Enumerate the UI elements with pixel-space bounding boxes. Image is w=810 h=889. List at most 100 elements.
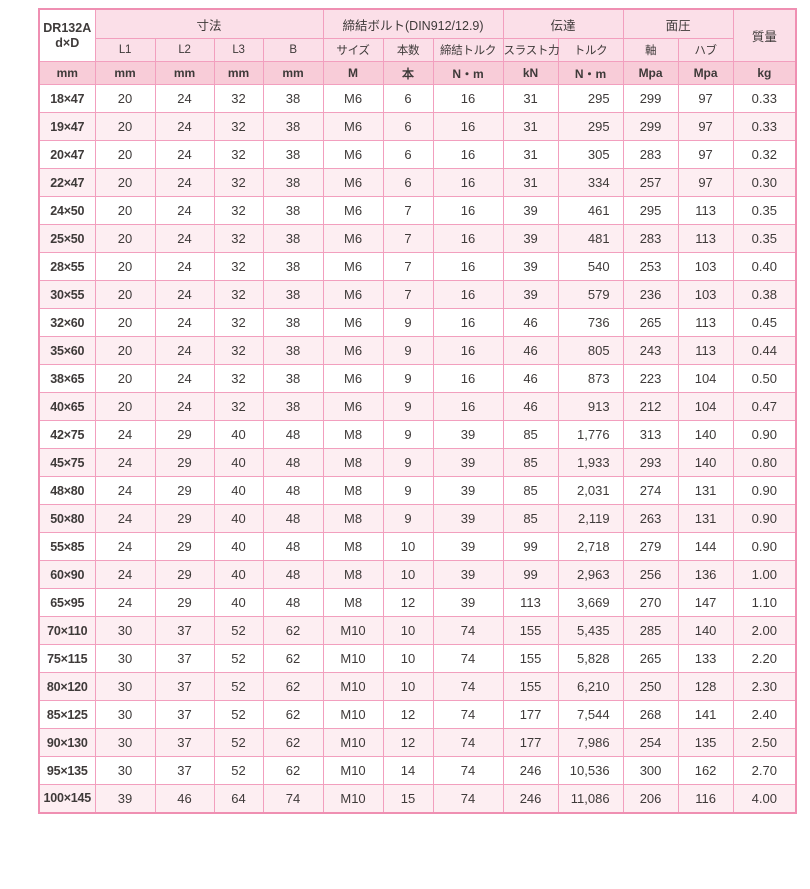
data-cell: 40 xyxy=(213,448,264,477)
row-size-cell: 55×85 xyxy=(38,532,96,561)
row-size-cell: 65×95 xyxy=(38,588,96,617)
data-cell: 37 xyxy=(154,644,215,673)
data-cell: M6 xyxy=(322,112,384,141)
data-cell: 24 xyxy=(94,532,156,561)
data-cell: 265 xyxy=(622,644,679,673)
row-size-cell: 90×130 xyxy=(38,728,96,757)
data-cell: 2,031 xyxy=(557,476,624,505)
data-cell: 133 xyxy=(677,644,734,673)
data-cell: 1.10 xyxy=(732,588,797,617)
data-cell: 38 xyxy=(262,224,324,253)
row-size-cell: 75×115 xyxy=(38,644,96,673)
data-cell: 7 xyxy=(382,252,434,281)
row-size-cell: 85×125 xyxy=(38,700,96,729)
data-cell: 0.47 xyxy=(732,392,797,421)
table-row: 30×55 20 24 32 38 M6 7 16 39 579 236 103 0.38 xyxy=(38,280,797,309)
table-row: 25×50 20 24 32 38 M6 7 16 39 481 283 113 0.35 xyxy=(38,224,797,253)
data-cell: 212 xyxy=(622,392,679,421)
data-cell: 1.00 xyxy=(732,560,797,589)
data-cell: M8 xyxy=(322,560,384,589)
data-cell: M8 xyxy=(322,420,384,449)
data-cell: 2,119 xyxy=(557,504,624,533)
units-row: mm mm mm mm mm M 本 N・m kN N・m Mpa Mpa kg xyxy=(38,61,797,85)
data-cell: 39 xyxy=(432,504,504,533)
data-cell: M6 xyxy=(322,252,384,281)
data-cell: 74 xyxy=(432,784,504,813)
data-cell: 37 xyxy=(154,700,215,729)
data-cell: 24 xyxy=(94,420,156,449)
data-cell: 24 xyxy=(94,588,156,617)
data-cell: 236 xyxy=(622,280,679,309)
row-size-cell: 20×47 xyxy=(38,140,96,169)
data-cell: 2.40 xyxy=(732,700,797,729)
row-size-cell: 28×55 xyxy=(38,252,96,281)
data-cell: 62 xyxy=(262,616,324,645)
data-cell: 30 xyxy=(94,616,156,645)
data-cell: 62 xyxy=(262,644,324,673)
data-cell: 300 xyxy=(622,756,679,785)
data-cell: 32 xyxy=(213,280,264,309)
table-body: 18×47 20 24 32 38 M6 6 16 31 295 299 97 0.33 19×47 20 2… xyxy=(38,84,797,813)
row-size-cell: 70×110 xyxy=(38,616,96,645)
data-cell: 0.90 xyxy=(732,532,797,561)
header-group-row: DR132A d×D 寸法 締結ボルト(DIN912/12.9) 伝達 面圧 質… xyxy=(38,8,797,62)
column-header: L1 xyxy=(94,38,156,62)
data-cell: 38 xyxy=(262,140,324,169)
row-size-cell: 25×50 xyxy=(38,224,96,253)
data-cell: 20 xyxy=(94,364,156,393)
unit-cell: mm xyxy=(213,61,264,85)
data-cell: 48 xyxy=(262,560,324,589)
data-cell: M10 xyxy=(322,784,384,813)
data-cell: M10 xyxy=(322,644,384,673)
table-row: 22×47 20 24 32 38 M6 6 16 31 334 257 97 0.30 xyxy=(38,168,797,197)
data-cell: 38 xyxy=(262,392,324,421)
data-cell: 103 xyxy=(677,252,734,281)
unit-cell: M xyxy=(322,61,384,85)
data-cell: 85 xyxy=(502,448,559,477)
data-cell: 16 xyxy=(432,364,504,393)
data-cell: 38 xyxy=(262,196,324,225)
data-cell: 7 xyxy=(382,196,434,225)
data-cell: 128 xyxy=(677,672,734,701)
data-cell: 24 xyxy=(154,308,215,337)
data-cell: 9 xyxy=(382,364,434,393)
data-cell: 223 xyxy=(622,364,679,393)
data-cell: 24 xyxy=(154,224,215,253)
data-cell: 113 xyxy=(677,224,734,253)
table-row: 100×145 39 46 64 74 M10 15 74 246 11,086 206 116 4.0… xyxy=(38,784,797,813)
data-cell: 97 xyxy=(677,84,734,113)
data-cell: 299 xyxy=(622,84,679,113)
data-cell: 103 xyxy=(677,280,734,309)
data-cell: 40 xyxy=(213,532,264,561)
data-cell: 37 xyxy=(154,616,215,645)
data-cell: 9 xyxy=(382,392,434,421)
table-row: 48×80 24 29 40 48 M8 9 39 85 2,031 274 131 0.90 xyxy=(38,476,797,505)
data-cell: M6 xyxy=(322,84,384,113)
unit-cell: mm xyxy=(262,61,324,85)
data-cell: 3,669 xyxy=(557,588,624,617)
data-cell: 16 xyxy=(432,168,504,197)
table-row: 65×95 24 29 40 48 M8 12 39 113 3,669 270 147 1.10 xyxy=(38,588,797,617)
data-cell: 0.90 xyxy=(732,420,797,449)
column-header: B xyxy=(262,38,324,62)
data-cell: 29 xyxy=(154,476,215,505)
data-cell: 74 xyxy=(432,728,504,757)
row-size-cell: 18×47 xyxy=(38,84,96,113)
column-header: 軸 xyxy=(622,38,679,62)
data-cell: 74 xyxy=(432,672,504,701)
column-header: L2 xyxy=(154,38,215,62)
row-size-cell: 95×135 xyxy=(38,756,96,785)
data-cell: 24 xyxy=(154,196,215,225)
column-header: 締結トルク xyxy=(432,38,504,62)
data-cell: 48 xyxy=(262,504,324,533)
data-cell: 9 xyxy=(382,476,434,505)
data-cell: 20 xyxy=(94,252,156,281)
data-cell: 37 xyxy=(154,672,215,701)
data-cell: 20 xyxy=(94,336,156,365)
data-cell: 32 xyxy=(213,308,264,337)
table-row: 19×47 20 24 32 38 M6 6 16 31 295 299 97 0.33 xyxy=(38,112,797,141)
data-cell: 104 xyxy=(677,392,734,421)
data-cell: 113 xyxy=(677,196,734,225)
data-cell: 299 xyxy=(622,112,679,141)
data-cell: 39 xyxy=(432,560,504,589)
